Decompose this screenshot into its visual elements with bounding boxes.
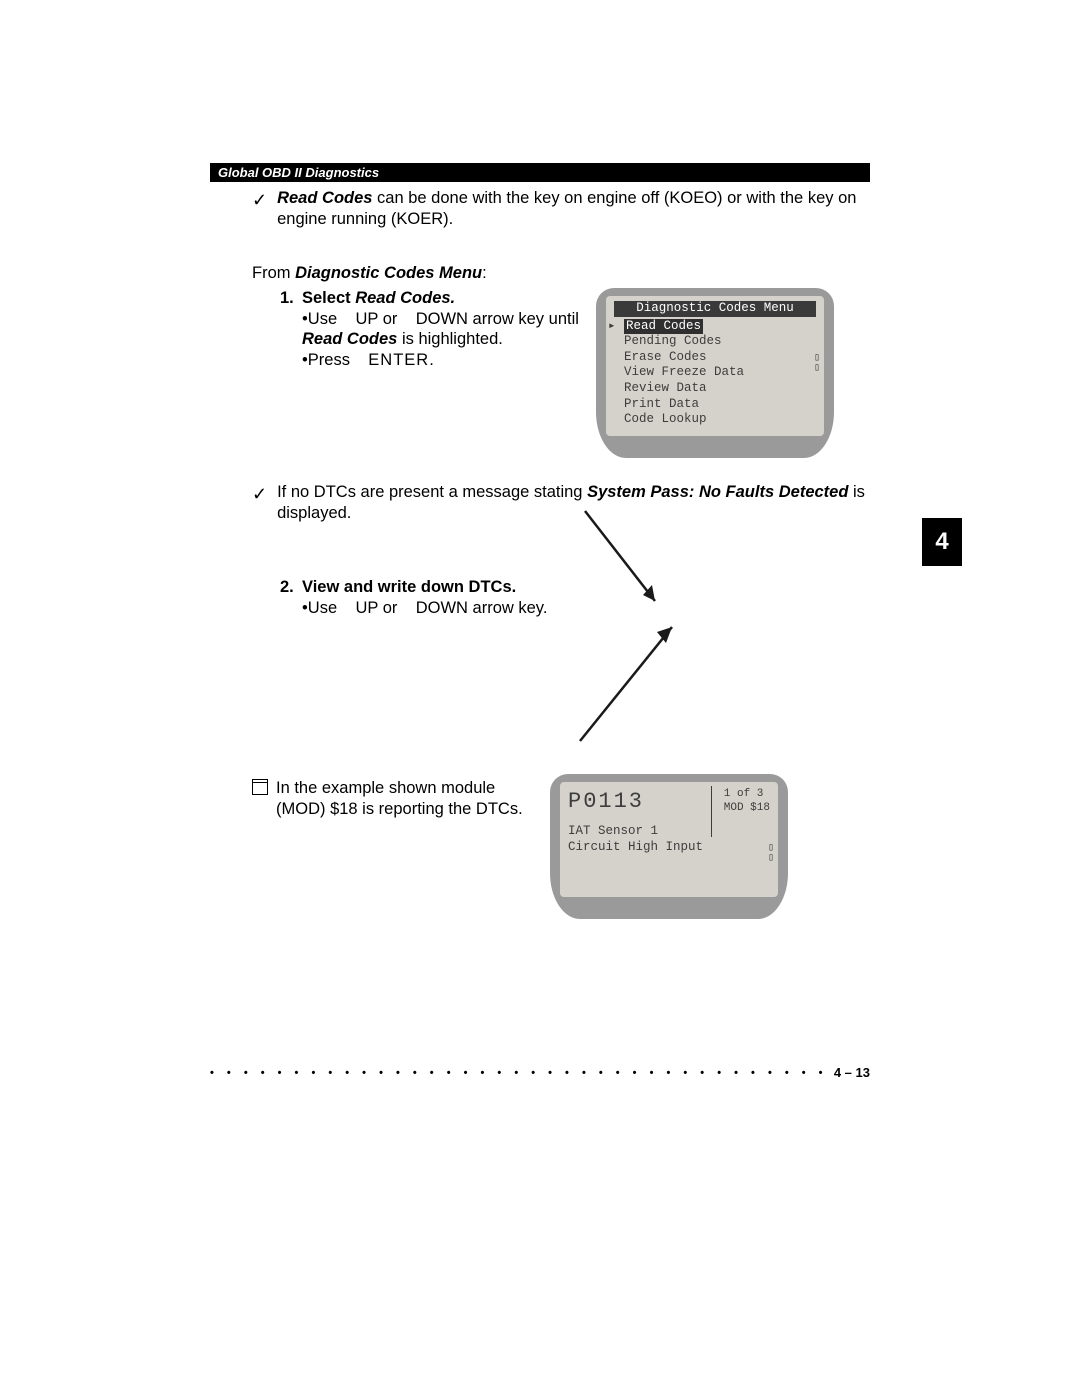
page-number: 4 – 13 bbox=[834, 1065, 870, 1080]
step2-down: DOWN bbox=[416, 599, 468, 617]
step2-title: View and write down DTCs. bbox=[302, 578, 516, 596]
step-1-row: 1.Select Read Codes. •Use UP or DOWN arr… bbox=[280, 288, 875, 458]
from-bold: Diagnostic Codes Menu bbox=[295, 264, 482, 282]
read-codes-bold: Read Codes bbox=[277, 189, 372, 207]
step2-tail: arrow key. bbox=[468, 599, 547, 617]
page-footer: • • • • • • • • • • • • • • • • • • • • … bbox=[210, 1065, 870, 1080]
from-post: : bbox=[482, 264, 487, 282]
screen1-item: View Freeze Data bbox=[614, 365, 816, 381]
note-read-codes: ✓ Read Codes can be done with the key on… bbox=[252, 188, 875, 229]
from-pre: From bbox=[252, 264, 295, 282]
chapter-tab: 4 bbox=[922, 518, 962, 566]
check2-pre: If no DTCs are present a message stating bbox=[277, 483, 587, 501]
screen1-item: Code Lookup bbox=[614, 412, 816, 428]
example-row: In the example shown module (MOD) $18 is… bbox=[252, 778, 875, 919]
arrow-up-icon bbox=[560, 613, 700, 753]
step1-up: UP bbox=[355, 310, 378, 328]
arrow-down-icon bbox=[575, 503, 695, 623]
step1-down: DOWN bbox=[416, 310, 468, 328]
screen1-item: Erase Codes bbox=[614, 350, 816, 366]
pointer-icon: ▸ bbox=[608, 319, 616, 335]
step-1-num: 1. bbox=[280, 288, 302, 309]
screen2-line1: IAT Sensor 1 bbox=[568, 824, 770, 840]
scroll-indicator: ▯▯ bbox=[768, 844, 774, 864]
box-note-text: In the example shown module (MOD) $18 is… bbox=[276, 779, 523, 818]
step1-tail1: arrow key until bbox=[468, 310, 579, 328]
page-content: Global OBD II Diagnostics ✓ Read Codes c… bbox=[210, 163, 875, 919]
step2-or: or bbox=[383, 599, 398, 617]
from-line: From Diagnostic Codes Menu: bbox=[252, 263, 875, 284]
screen1-item: Review Data bbox=[614, 381, 816, 397]
step1-enter: ENTER. bbox=[368, 351, 435, 369]
step1-tail1-post: is highlighted. bbox=[397, 330, 503, 348]
screen2-counter: 1 of 3 bbox=[724, 788, 770, 801]
screen2-mod: MOD $18 bbox=[724, 802, 770, 815]
step2-up: UP bbox=[355, 599, 378, 617]
note-box-icon bbox=[252, 782, 266, 794]
screen-diagnostic-menu: Diagnostic Codes Menu ▸ Read Codes Pendin… bbox=[596, 288, 834, 458]
step2-num: 2. bbox=[280, 577, 302, 598]
note-no-dtc: ✓ If no DTCs are present a message stati… bbox=[252, 482, 875, 523]
screen1-selected: Read Codes bbox=[624, 319, 703, 335]
footer-dots: • • • • • • • • • • • • • • • • • • • • … bbox=[210, 1067, 828, 1079]
step1-tail1-bold: Read Codes bbox=[302, 330, 397, 348]
screen1-item: Print Data bbox=[614, 397, 816, 413]
check2-bold: System Pass: No Faults Detected bbox=[587, 483, 848, 501]
screen1-item: Pending Codes bbox=[614, 334, 816, 350]
check-icon: ✓ bbox=[252, 483, 267, 523]
step1-title-pre: Select bbox=[302, 289, 355, 307]
screen-dtc-example: 1 of 3 MOD $18 P0113 IAT Sensor 1 Circui… bbox=[550, 774, 788, 919]
step1-press: •Press bbox=[302, 351, 350, 369]
screen1-title: Diagnostic Codes Menu bbox=[614, 301, 816, 317]
step2-use: •Use bbox=[302, 599, 337, 617]
step-1-text: 1.Select Read Codes. •Use UP or DOWN arr… bbox=[280, 288, 590, 458]
screen2-line2: Circuit High Input bbox=[568, 840, 770, 856]
step1-title-bold: Read Codes. bbox=[355, 289, 455, 307]
step1-or: or bbox=[383, 310, 398, 328]
section-header: Global OBD II Diagnostics bbox=[210, 163, 870, 182]
step1-use: •Use bbox=[302, 310, 337, 328]
check-icon: ✓ bbox=[252, 189, 267, 229]
scroll-indicator: ▯▯ bbox=[814, 354, 820, 374]
